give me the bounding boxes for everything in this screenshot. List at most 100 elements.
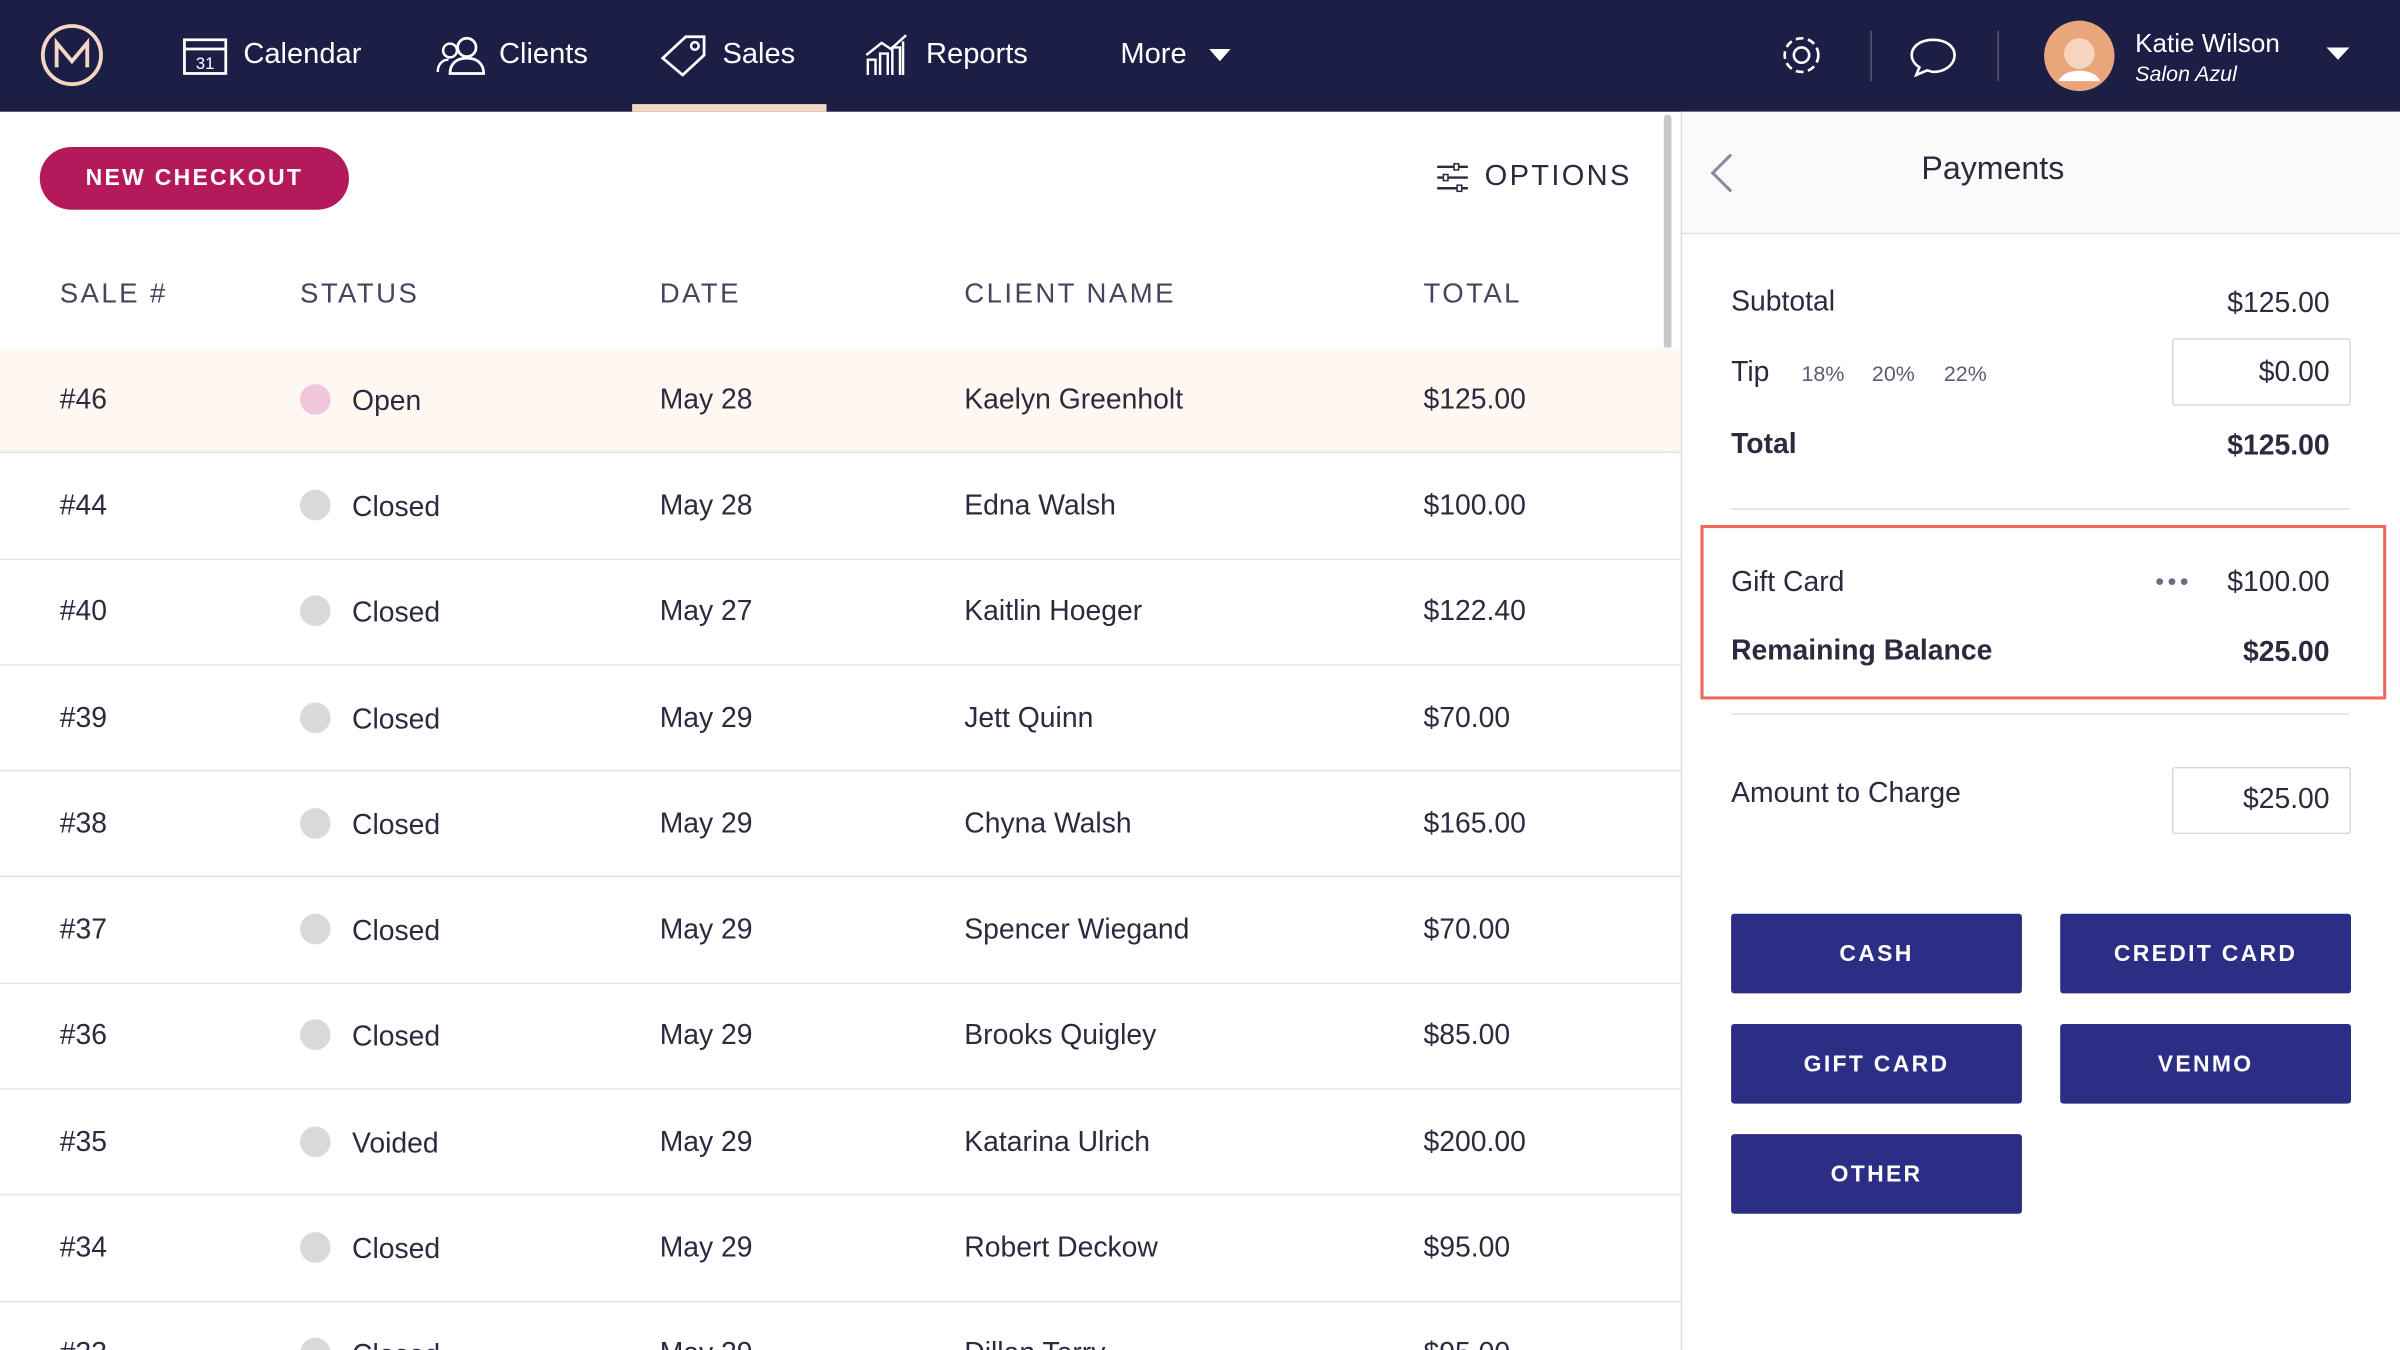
subtotal-value: $125.00: [2227, 286, 2330, 319]
status: Closed: [352, 807, 441, 841]
date: May 29: [659, 1124, 753, 1157]
user-salon: Salon Azul: [2135, 61, 2237, 86]
status-dot: [299, 701, 331, 733]
client-name: Kaelyn Greenholt: [964, 382, 1184, 415]
divider: [1997, 30, 1999, 82]
gift-card-button[interactable]: GIFT CARD: [1731, 1023, 2022, 1104]
status: Closed: [352, 701, 441, 734]
active-tab-indicator: [632, 104, 827, 112]
remaining-value: $25.00: [2242, 635, 2330, 668]
status-dot: [299, 1020, 331, 1051]
total-label: Total: [1731, 427, 1797, 460]
status-dot: [299, 489, 331, 521]
table-row[interactable]: [0, 1195, 1681, 1303]
nav-sales[interactable]: Sales: [722, 38, 796, 71]
total: $70.00: [1423, 700, 1511, 733]
date: May 29: [659, 700, 753, 733]
nav-more[interactable]: More: [1120, 38, 1187, 71]
back-button[interactable]: [1710, 153, 1734, 193]
status: Closed: [352, 913, 441, 947]
column-header[interactable]: DATE: [659, 277, 741, 309]
table-row[interactable]: [0, 347, 1681, 454]
other-button[interactable]: OTHER: [1731, 1134, 2022, 1214]
client-name: Edna Walsh: [964, 488, 1116, 521]
tip-option[interactable]: 22%: [1943, 361, 1987, 386]
sale-number: #35: [59, 1124, 107, 1157]
column-header[interactable]: CLIENT NAME: [964, 277, 1176, 309]
nav-calendar[interactable]: Calendar: [243, 38, 362, 71]
more-dots[interactable]: [2155, 577, 2189, 586]
client-name: Robert Deckow: [964, 1230, 1158, 1263]
amount-value: $25.00: [2242, 782, 2330, 815]
status: Voided: [352, 1126, 439, 1159]
status-dot: [299, 595, 331, 627]
cash-button[interactable]: CASH: [1731, 913, 2022, 994]
status: Closed: [352, 1232, 441, 1265]
column-header[interactable]: TOTAL: [1423, 277, 1522, 309]
table-row[interactable]: [0, 559, 1681, 666]
user-name: Katie Wilson: [2135, 29, 2280, 59]
column-header[interactable]: SALE #: [59, 277, 168, 309]
divider: [1870, 30, 1872, 82]
tip-input[interactable]: [2171, 338, 2352, 406]
table-row[interactable]: [0, 983, 1681, 1090]
tip-option[interactable]: 18%: [1801, 361, 1845, 386]
chat-icon[interactable]: [1909, 35, 1958, 78]
gift-card-label: Gift Card: [1731, 564, 1845, 597]
tip-option[interactable]: 20%: [1871, 361, 1915, 386]
status-dot: [299, 1338, 331, 1350]
client-name: Dillan Terry: [964, 1337, 1105, 1350]
sale-number: #39: [59, 700, 107, 733]
total: $95.00: [1423, 1230, 1511, 1263]
user-caret[interactable]: [2326, 47, 2350, 61]
table-row[interactable]: [0, 877, 1681, 984]
sale-number: #36: [59, 1018, 107, 1051]
status-dot: [299, 1232, 331, 1263]
logo: [40, 24, 103, 87]
credit-card-button[interactable]: CREDIT CARD: [2060, 913, 2352, 994]
divider: [1731, 713, 2350, 715]
gift-card-value: $100.00: [2227, 564, 2330, 597]
date: May 28: [659, 488, 753, 521]
sales-panel: NEW CHECKOUT OPTIONS SALE # STATUS DATE CLI…: [0, 111, 1683, 1350]
nav-clients[interactable]: Clients: [498, 38, 588, 71]
nav-bar: 31 Calendar Clients Sales Reports More K…: [0, 0, 2400, 112]
table-row[interactable]: [0, 1302, 1681, 1350]
sales-icon: [660, 35, 706, 77]
sale-number: #40: [59, 594, 107, 627]
options-button[interactable]: OPTIONS: [1484, 160, 1632, 193]
status-dot: [299, 1126, 331, 1157]
new-checkout-button[interactable]: NEW CHECKOUT: [39, 146, 349, 210]
sale-number: #33: [60, 1337, 107, 1350]
nav-reports[interactable]: Reports: [926, 38, 1028, 71]
scrollbar: [1663, 114, 1672, 475]
sale-number: #46: [59, 382, 107, 415]
table-row[interactable]: [0, 771, 1681, 878]
sale-number: #38: [59, 806, 107, 839]
avatar[interactable]: [2043, 20, 2115, 92]
svg-text:31: 31: [196, 54, 215, 73]
sale-number: #37: [59, 912, 107, 945]
settings-icon[interactable]: [1779, 32, 1825, 78]
amount-input[interactable]: [2171, 766, 2352, 835]
venmo-button[interactable]: VENMO: [2060, 1023, 2352, 1104]
status: Closed: [352, 595, 441, 628]
total: $85.00: [1423, 1018, 1511, 1051]
client-name: Kaitlin Hoeger: [964, 594, 1143, 627]
table-row[interactable]: [0, 1089, 1681, 1196]
table-row[interactable]: [0, 453, 1681, 560]
status-dot: [299, 383, 331, 415]
table-row[interactable]: [0, 665, 1681, 772]
total: $100.00: [1423, 488, 1526, 521]
column-header[interactable]: STATUS: [299, 277, 420, 309]
date: May 29: [659, 1230, 753, 1263]
client-name: Brooks Quigley: [964, 1018, 1157, 1051]
sale-number: #34: [59, 1230, 107, 1263]
options-icon: [1437, 163, 1468, 193]
total: $165.00: [1423, 806, 1526, 839]
total: $200.00: [1423, 1124, 1526, 1157]
status: Closed: [352, 489, 441, 522]
client-name: Spencer Wiegand: [964, 912, 1190, 945]
